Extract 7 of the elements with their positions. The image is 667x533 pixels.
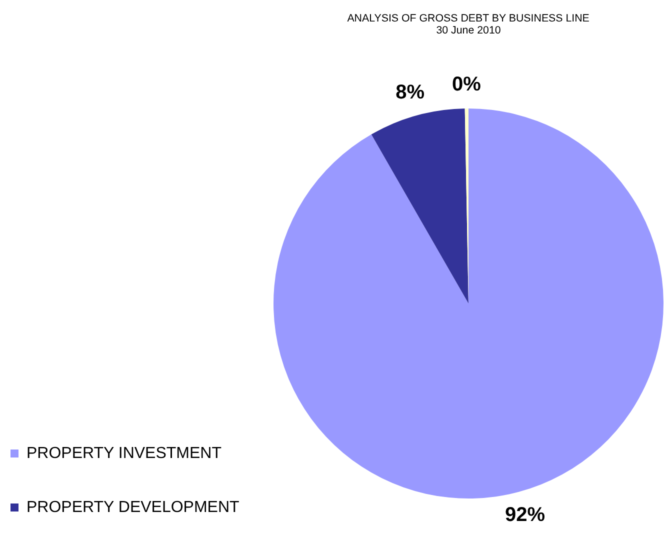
data-label: 92%: [504, 504, 546, 526]
chart-title: ANALYSIS OF GROSS DEBT BY BUSINESS LINE: [347, 12, 590, 24]
data-label: 0%: [452, 74, 482, 96]
legend-label: PROPERTY DEVELOPMENT: [26, 499, 240, 516]
data-label: 8%: [396, 81, 425, 104]
chart-subtitle: 30 June 2010: [436, 24, 501, 36]
legend-label: PROPERTY INVESTMENT: [26, 445, 222, 462]
